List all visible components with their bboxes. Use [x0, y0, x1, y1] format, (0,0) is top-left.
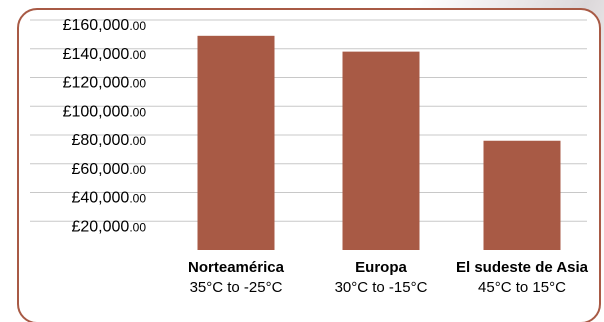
category-label: Norteamérica — [188, 259, 285, 276]
y-tick-label: £160,000.00 — [63, 17, 147, 34]
y-tick-label: £100,000.00 — [63, 103, 147, 120]
category-label: Europa — [355, 259, 407, 276]
category-subtitle: 45°C to 15°C — [478, 279, 566, 296]
y-tick-label: £80,000.00 — [71, 132, 146, 149]
bars — [197, 35, 561, 250]
bar — [197, 35, 275, 250]
x-axis-category-labels: Norteamérica 35°C to -25°C Europa 30°C to -… — [188, 259, 589, 296]
category-subtitle: 35°C to -25°C — [190, 279, 283, 296]
y-axis-tick-labels: £160,000.00 £140,000.00 £120,000.00 £100,00… — [63, 17, 147, 235]
y-tick-label: £140,000.00 — [63, 46, 147, 63]
bar — [483, 140, 561, 250]
y-tick-label: £120,000.00 — [63, 75, 147, 92]
y-tick-label: £20,000.00 — [71, 218, 146, 235]
bar — [342, 51, 420, 250]
category-subtitle: 30°C to -15°C — [335, 279, 428, 296]
y-tick-label: £40,000.00 — [71, 190, 146, 207]
y-tick-label: £60,000.00 — [71, 161, 146, 178]
category-label: El sudeste de Asia — [456, 259, 589, 276]
